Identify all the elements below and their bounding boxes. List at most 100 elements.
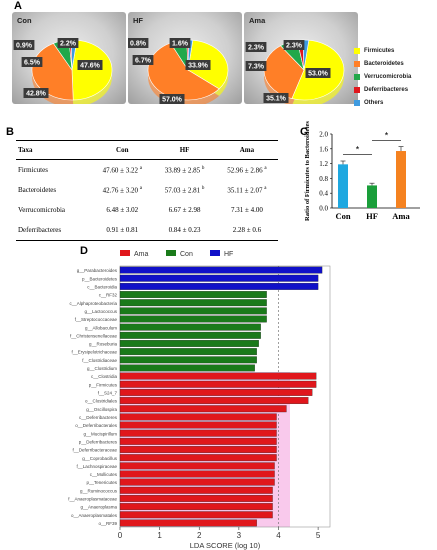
taxon-label: g__Clostridium	[87, 366, 117, 371]
y-tick-label: 2.0	[319, 131, 328, 139]
x-tick-label: 3	[237, 531, 242, 540]
pie-label-box	[77, 60, 103, 70]
y-tick-label: 1.2	[319, 160, 328, 168]
taxon-label: c__Clostridia	[91, 374, 118, 379]
pie-label-box	[283, 40, 305, 50]
lda-bar	[119, 291, 267, 298]
bar	[396, 151, 406, 208]
pie-data-label: 0.9%	[16, 43, 33, 50]
value-cell: 33.89 ± 2.85 b	[164, 165, 205, 175]
legend-label: Verrucomicrobia	[364, 73, 412, 80]
legend-swatch	[120, 250, 130, 256]
pie-chart: 47.6% 42.8% 6.5% 0.9% 2.2%	[13, 38, 113, 104]
pie-label-box	[21, 57, 43, 67]
pie-chart: 53.0% 35.1% 7.3% 2.3% 2.3%	[245, 39, 345, 104]
taxon-label: f__Erysipelotrichaceae	[71, 350, 117, 355]
y-axis-label: Ratio of Firmicutes to Bacteroidetes	[304, 121, 311, 221]
pie-data-label: 1.6%	[172, 41, 189, 48]
taxon-label: p__Bacteroidetes	[82, 276, 118, 281]
x-tick-label: Con	[335, 211, 350, 221]
taxon-label: p__Tenericutes	[86, 480, 117, 485]
legend-swatch	[354, 60, 360, 67]
taxon-label: f__Streptococcaceae	[75, 317, 118, 322]
lda-bar	[119, 364, 255, 372]
legend-item: Deferribacteres	[354, 83, 437, 96]
x-tick-label: 4	[276, 531, 281, 540]
value-cell: 7.31 ± 4.00	[231, 206, 263, 214]
taxon-label: f__Clostridiaceae	[82, 358, 117, 363]
taxon-label: o__Clostridiales	[85, 399, 118, 404]
panel-label-c: C	[300, 126, 308, 138]
taxa-table: Taxa Con HF Ama Firmicutes 47.60 ± 3.22 …	[16, 140, 278, 241]
value-cell: 0.84 ± 0.23	[153, 220, 216, 241]
lda-bar	[119, 331, 261, 339]
x-tick-label: 2	[197, 531, 202, 540]
taxon-label: g__Roseburia	[89, 342, 118, 347]
taxon-label: g__Mucispirillum	[83, 431, 117, 436]
taxon-label: c__Mollicutes	[90, 472, 118, 477]
bar	[367, 185, 377, 208]
lda-bar	[119, 372, 317, 380]
legend-label: Con	[180, 251, 193, 258]
pie-data-label: 6.5%	[24, 60, 41, 67]
taxon-label: c__Bacteroidia	[87, 284, 117, 289]
column-header: HF	[153, 140, 216, 160]
pie-chart: 33.9% 57.0% 6.7% 0.8% 1.6%	[128, 38, 229, 104]
x-tick-label: 0	[118, 531, 123, 540]
pie-label-box	[305, 68, 331, 78]
taxon-label: g__Parabacteroides	[77, 268, 118, 273]
taxon-label: g__Oscillospira	[86, 407, 117, 412]
significance-star: *	[385, 131, 389, 141]
table-row: Deferribacteres 0.91 ± 0.81 0.84 ± 0.23 …	[16, 220, 278, 241]
significance-star: *	[356, 144, 360, 154]
lda-bar	[119, 307, 267, 315]
pie-label-box	[263, 93, 289, 103]
pie-tile: Ama 53.0% 35.1% 7.3% 2.3% 2.3%	[244, 12, 358, 104]
pie-data-label: 7.3%	[248, 64, 265, 71]
taxon-label: g__Ruminococcus	[80, 488, 118, 493]
pie-data-label: 0.8%	[130, 41, 147, 48]
lda-bar	[119, 446, 277, 453]
taxon-label: c__Alphaproteobacteria	[69, 301, 117, 306]
taxon-label: f__Deferribacteraceae	[72, 448, 117, 453]
lda-bar	[119, 454, 277, 462]
x-tick-label: HF	[366, 211, 378, 221]
taxon-label: g__Coprobacillus	[82, 456, 118, 461]
lda-bar	[119, 437, 277, 445]
taxon-label: f__Anaeroplasmataceae	[68, 497, 117, 502]
taxon-label: f__Christensenellaceae	[70, 333, 118, 338]
pie-label-box	[13, 40, 35, 50]
pie-tile: HF 33.9% 57.0% 6.7% 0.8% 1.6%	[128, 12, 242, 104]
legend-label: HF	[224, 251, 233, 258]
taxon-label: c__Deferribacteres	[79, 415, 118, 420]
x-axis-label: LDA SCORE (log 10)	[190, 541, 261, 550]
y-tick-label: 1.6	[319, 145, 328, 153]
lda-bar	[119, 503, 273, 511]
pie-data-label: 2.3%	[248, 45, 265, 52]
legend-swatch	[354, 73, 360, 80]
pie-slice	[147, 42, 220, 101]
y-tick-label: 0.8	[319, 175, 328, 183]
lda-bar	[119, 470, 275, 478]
column-header: Con	[91, 140, 154, 160]
taxon-label: o__RF39	[98, 521, 117, 526]
lda-bar	[119, 511, 273, 519]
value-cell: 6.48 ± 3.02	[106, 206, 139, 214]
pie-data-label: 2.2%	[60, 41, 77, 48]
lda-bar	[119, 478, 275, 486]
column-header: Taxa	[16, 140, 92, 160]
value-cell: 2.28 ± 0.6	[215, 220, 278, 241]
bar	[338, 164, 348, 208]
lda-bar	[119, 282, 319, 290]
pie-title: Con	[17, 16, 32, 25]
pie-data-label: 6.7%	[135, 58, 152, 65]
value-cell: 52.96 ± 2.86 a	[227, 165, 267, 175]
x-tick-label: 5	[316, 531, 321, 540]
legend-item: Verrucomicrobia	[354, 70, 437, 83]
x-tick-label: Ama	[392, 211, 410, 221]
panel-label-a: A	[14, 0, 22, 12]
pie-data-label: 33.9%	[188, 63, 209, 70]
pie-title: HF	[133, 16, 143, 25]
lda-bar	[119, 356, 257, 364]
